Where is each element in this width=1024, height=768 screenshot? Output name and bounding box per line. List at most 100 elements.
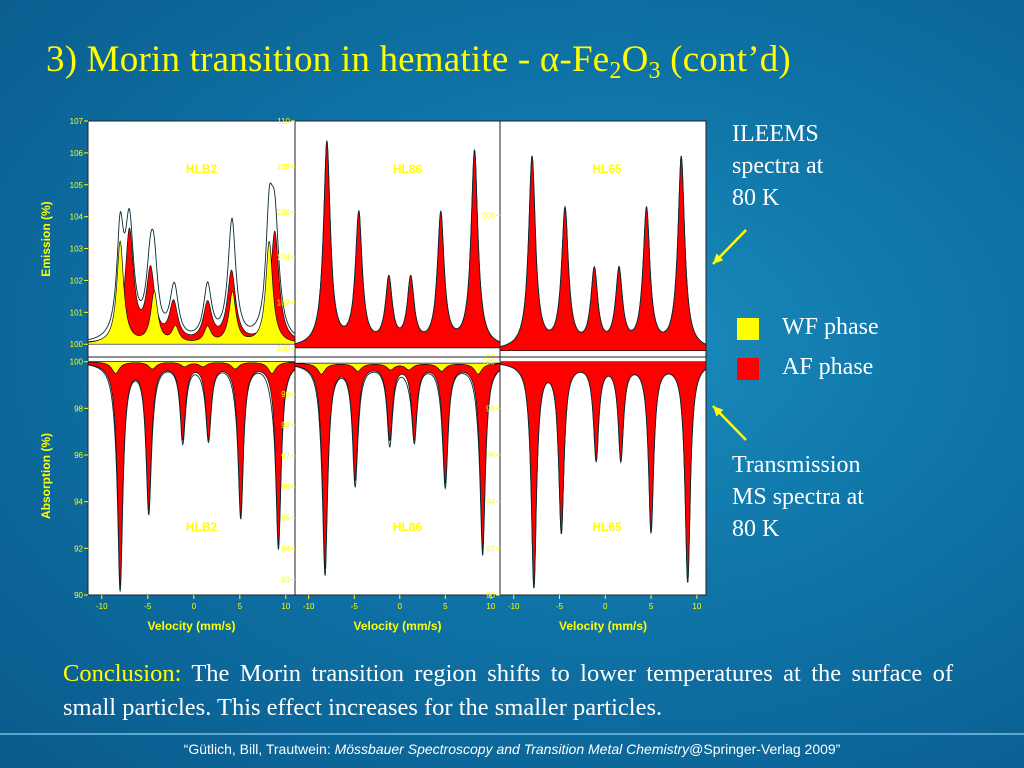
y-tick-label: 100: [70, 358, 84, 367]
y-tick-label: 92: [486, 544, 495, 553]
x-tick-label: -5: [556, 602, 564, 611]
x-tick-label: -10: [96, 602, 108, 611]
x-tick-label: 10: [486, 602, 495, 611]
sample-label: HLB2: [186, 520, 218, 534]
arrow-to-absorption-icon: [712, 405, 747, 441]
spectrum-panel-2: 100 102 104 106 108 110 HL86: [277, 117, 501, 358]
y-tick-label: 96: [281, 483, 290, 492]
sample-label: HL65: [592, 520, 622, 534]
footer-divider: [0, 733, 1024, 735]
legend-af-label: AF phase: [782, 354, 874, 380]
y-tick-label: 97: [281, 452, 290, 461]
transmission-caption: Transmission MS spectra at 80 K: [732, 452, 864, 542]
sample-label: HL86: [393, 520, 423, 534]
y-tick-label: 100: [70, 340, 84, 349]
y-tick-label: 98: [281, 421, 290, 430]
x-tick-label: 5: [443, 602, 448, 611]
y-tick-label: 94: [281, 545, 290, 554]
title-suffix: (cont’d): [660, 39, 791, 80]
series-wf-phase-area: [88, 361, 295, 374]
panel-plot-area: [500, 361, 706, 589]
x-tick-label: 0: [603, 602, 608, 611]
x-tick-label: -5: [144, 602, 152, 611]
sample-label: HLB2: [186, 162, 218, 176]
y-tick-label: 98: [74, 404, 83, 413]
y-tick-label: 93: [281, 576, 290, 585]
y-tick-label: 95: [281, 514, 290, 523]
sample-label: HL65: [592, 162, 622, 176]
y-tick-label: 102: [277, 299, 291, 308]
y-tick-label: 103: [70, 245, 84, 254]
arrow-to-emission-icon: [712, 229, 747, 265]
y-tick-label: 110: [277, 117, 290, 126]
title-sub-2: 3: [648, 58, 661, 84]
y-tick-label: 108: [482, 211, 496, 220]
fit-envelope-line: [500, 363, 706, 589]
title-formula-b: O: [621, 39, 649, 80]
y-tick-label: 94: [486, 498, 495, 507]
conclusion-text: The Morin transition region shifts to lo…: [63, 660, 953, 721]
x-tick-label: 0: [192, 602, 197, 611]
panel-plot-area: [88, 361, 295, 592]
arrow-head: [713, 253, 724, 264]
series-wf-phase-area: [88, 240, 295, 345]
y-tick-label: 106: [70, 149, 84, 158]
spectrum-panel-3: 10899HL65: [482, 120, 707, 362]
y-tick-label: 94: [74, 498, 83, 507]
fit-envelope-line: [88, 182, 295, 341]
y-tick-label: 107: [70, 117, 84, 126]
y-tick-label: 106: [277, 208, 291, 217]
y-tick-label: 96: [486, 451, 495, 460]
footer-book-title: Mössbauer Spectroscopy and Transition Me…: [334, 741, 690, 757]
x-tick-label: -10: [508, 602, 520, 611]
footer-suffix: @Springer-Verlag 2009”: [689, 741, 841, 757]
y-axis-label: Absorption (%): [39, 433, 53, 519]
x-tick-label: 5: [649, 602, 654, 611]
page-title: 3) Morin transition in hematite - α-Fe2O…: [46, 38, 791, 85]
y-tick-label: 90: [74, 591, 83, 600]
panel-plot-area: [500, 155, 706, 352]
y-tick-label: 104: [277, 253, 291, 262]
citation-footer: “Gütlich, Bill, Trautwein: Mössbauer Spe…: [0, 741, 1024, 757]
fit-envelope-line: [295, 140, 500, 345]
panel-frame: [499, 356, 707, 596]
y-tick-label: 105: [70, 181, 84, 190]
arrow-head: [713, 406, 724, 417]
x-tick-label: 5: [238, 602, 243, 611]
y-tick-label: 96: [74, 451, 83, 460]
x-axis-label: Velocity (mm/s): [559, 619, 647, 633]
y-tick-label: 104: [70, 213, 84, 222]
panel-plot-area: [295, 362, 500, 576]
x-tick-label: 10: [692, 602, 701, 611]
y-tick-label: 99: [281, 390, 290, 399]
legend-af-swatch: [737, 358, 759, 380]
y-tick-label: 101: [70, 308, 84, 317]
x-tick-label: 0: [398, 602, 403, 611]
x-tick-label: 10: [281, 602, 290, 611]
panel-plot-area: [295, 140, 500, 349]
title-formula-a: -Fe: [559, 39, 610, 80]
series-wf-phase-area: [295, 362, 500, 375]
y-tick-label: 102: [70, 276, 84, 285]
x-axis-label: Velocity (mm/s): [147, 619, 235, 633]
y-tick-label: 108: [277, 162, 291, 171]
panel-plot-area: [88, 182, 295, 345]
legend-wf-swatch: [737, 318, 759, 340]
fit-envelope-line: [295, 365, 500, 576]
y-tick-label: 100: [482, 358, 496, 367]
conclusion-lead: Conclusion:: [63, 660, 182, 687]
legend-wf-label: WF phase: [782, 314, 879, 340]
x-axis-label: Velocity (mm/s): [353, 619, 441, 633]
ileems-caption: ILEEMS spectra at 80 K: [732, 121, 824, 211]
y-axis-label: Emission (%): [39, 201, 53, 276]
sample-label: HL86: [393, 162, 423, 176]
spectrum-panel-4: 90 92 94 96 98 100 -10 -5 0 5 10 Velocity (mm/s) Abs…: [39, 356, 296, 633]
y-tick-label: 98: [486, 404, 495, 413]
fit-envelope-line: [88, 364, 295, 592]
title-alpha: α: [539, 39, 560, 80]
conclusion-paragraph: Conclusion: The Morin transition region …: [63, 657, 953, 725]
title-prefix: 3) Morin transition in hematite -: [46, 39, 540, 80]
spectrum-panel-6: 90 92 94 96 98 100 -10 -5 0 5 10 Velocity (mm/s) HL6…: [482, 356, 707, 633]
title-sub-1: 2: [609, 58, 622, 84]
